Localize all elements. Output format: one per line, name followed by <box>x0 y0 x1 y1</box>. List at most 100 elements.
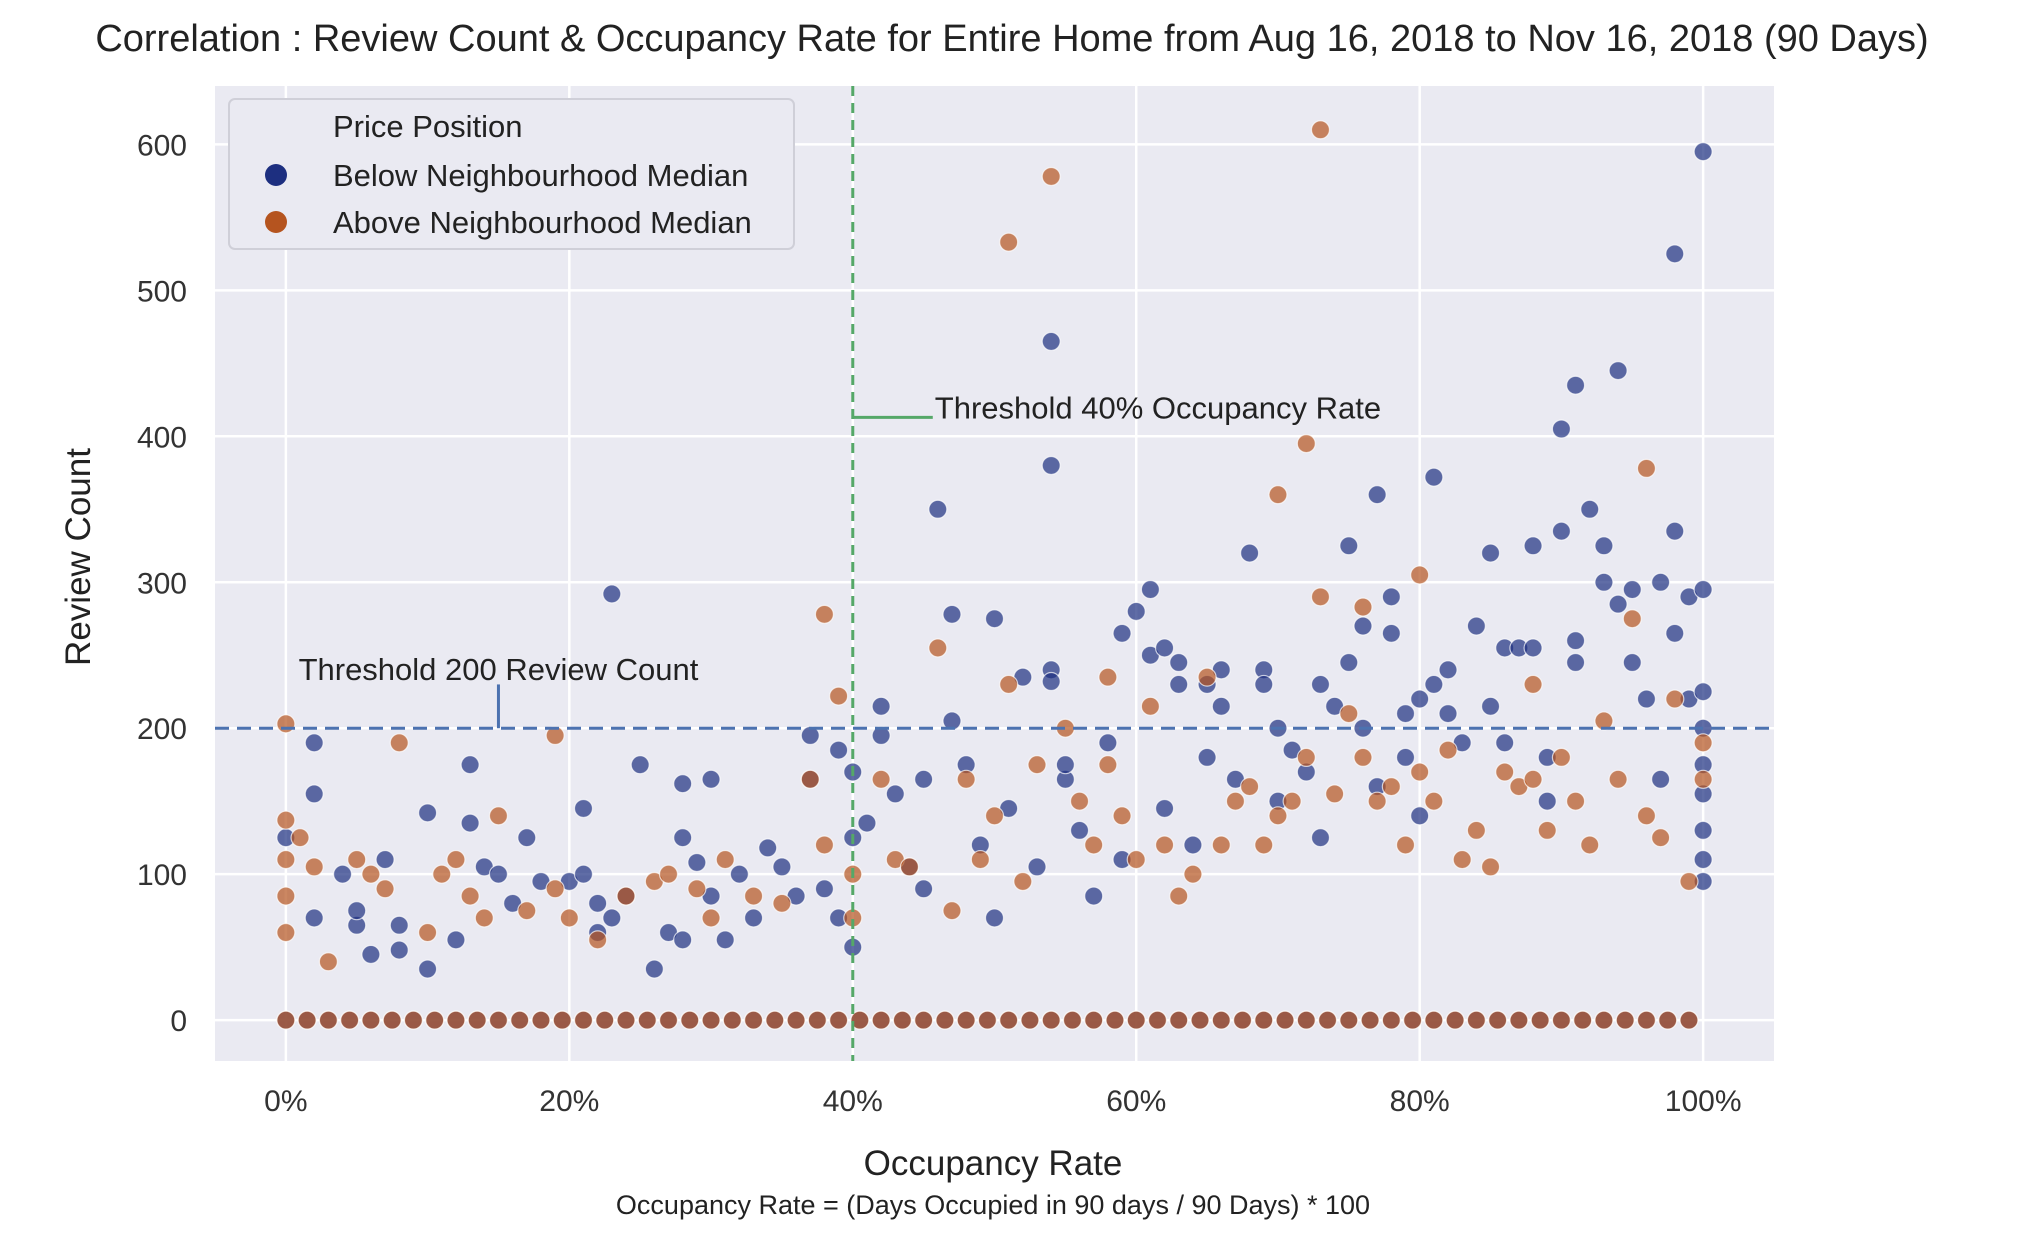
data-point <box>417 922 438 943</box>
data-point <box>828 1010 849 1030</box>
data-point <box>1169 1010 1189 1030</box>
data-point <box>1154 798 1175 819</box>
data-point <box>1317 1010 1338 1030</box>
data-point <box>807 1010 827 1030</box>
data-point <box>1140 696 1161 716</box>
data-point <box>1551 1010 1572 1030</box>
y-tick-label: 400 <box>137 421 187 454</box>
data-point <box>977 1010 998 1030</box>
data-point <box>680 1010 700 1030</box>
data-point <box>1438 704 1458 724</box>
data-point <box>899 857 920 877</box>
data-point <box>488 1010 509 1030</box>
legend: Price Position Below Neighbourhood Media… <box>228 98 795 250</box>
y-tick-label: 200 <box>137 713 187 746</box>
data-point <box>1126 849 1146 870</box>
data-point <box>1154 638 1175 658</box>
data-point <box>871 696 891 716</box>
x-tick-label: 80% <box>1390 1085 1450 1118</box>
data-point <box>1254 674 1274 695</box>
data-point <box>1211 696 1231 716</box>
x-tick-label: 20% <box>539 1085 599 1118</box>
data-point <box>984 806 1005 826</box>
data-point <box>1339 652 1359 673</box>
data-point <box>1495 762 1515 782</box>
data-point <box>970 849 990 870</box>
data-point <box>1325 784 1345 804</box>
data-point <box>517 828 537 848</box>
data-point <box>1565 375 1586 395</box>
data-point <box>460 813 480 833</box>
data-point <box>956 1010 976 1030</box>
data-point <box>304 908 324 928</box>
data-point <box>1254 1010 1274 1030</box>
data-point <box>1098 755 1118 775</box>
data-point <box>1665 623 1685 643</box>
data-point <box>474 908 494 928</box>
data-point <box>1098 667 1118 687</box>
data-point <box>552 1010 572 1030</box>
data-point <box>1296 433 1316 454</box>
data-point <box>984 908 1005 928</box>
data-point <box>1438 740 1458 760</box>
data-point <box>432 864 452 884</box>
data-point <box>1622 609 1642 629</box>
data-point <box>1169 886 1189 906</box>
data-point <box>1395 704 1416 724</box>
data-point <box>1636 689 1657 709</box>
data-point <box>389 940 409 960</box>
data-point <box>403 1010 424 1030</box>
data-point <box>1693 579 1713 600</box>
legend-entry-below: Below Neighbourhood Median <box>333 158 748 193</box>
data-point <box>800 725 820 746</box>
data-point <box>1055 755 1075 775</box>
data-point <box>467 1010 487 1030</box>
data-point <box>276 849 296 870</box>
data-point <box>616 886 636 906</box>
data-point <box>871 769 891 789</box>
data-point <box>743 886 764 906</box>
data-point <box>446 930 466 950</box>
data-point <box>1594 711 1614 731</box>
data-point <box>1268 485 1288 505</box>
data-point <box>1296 747 1316 768</box>
data-point <box>1480 857 1501 877</box>
data-point <box>1530 1010 1550 1030</box>
data-point <box>658 864 679 884</box>
data-point <box>1693 733 1713 753</box>
data-point <box>1608 769 1628 789</box>
data-point <box>382 1010 402 1030</box>
y-axis-label: Review Count <box>59 448 98 666</box>
data-point <box>290 828 310 848</box>
data-point <box>1608 361 1628 381</box>
data-point <box>701 908 721 928</box>
data-point <box>1466 1010 1486 1030</box>
data-point <box>1310 828 1331 848</box>
data-point <box>1027 755 1047 775</box>
chart-title: Correlation : Review Count & Occupancy R… <box>95 18 1929 60</box>
data-point <box>673 774 693 794</box>
data-point <box>1438 660 1458 680</box>
y-tick-label: 0 <box>170 1005 187 1038</box>
data-point <box>871 1010 891 1030</box>
data-point <box>800 769 820 789</box>
data-point <box>772 857 792 877</box>
data-point <box>1523 536 1543 556</box>
x-tick-label: 60% <box>1106 1085 1166 1118</box>
data-point <box>637 1010 657 1030</box>
data-point <box>1282 791 1302 811</box>
data-point <box>1381 1010 1401 1030</box>
data-point <box>1169 652 1189 673</box>
data-point <box>1488 1010 1508 1030</box>
data-point <box>673 828 693 848</box>
data-point <box>1225 791 1246 811</box>
axis-ticks: 0% 20% 40% 60% 80% 100% 0 100 200 300 400 500 600 <box>137 129 1742 1118</box>
data-point <box>814 879 835 899</box>
data-point <box>1665 521 1685 541</box>
data-point <box>1410 689 1430 709</box>
y-tick-label: 500 <box>137 275 187 308</box>
data-point <box>715 930 735 950</box>
data-point <box>1381 587 1401 607</box>
data-point <box>1523 674 1543 695</box>
